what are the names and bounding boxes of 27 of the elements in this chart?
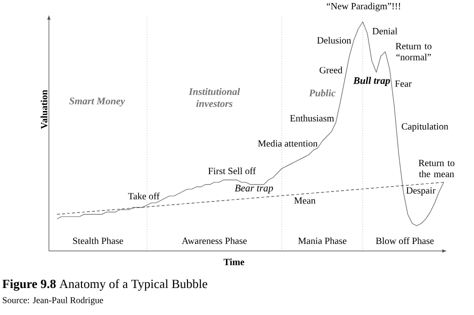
annotation: Media attention <box>258 140 318 147</box>
x-axis-title: Time <box>224 258 244 266</box>
annotation: Take off <box>128 192 160 200</box>
annotation: Bear trap <box>234 184 273 194</box>
text: “New Paradigm”!!! <box>326 2 400 12</box>
annotation: First Sell off <box>208 167 256 174</box>
annotation: Denial <box>372 28 398 34</box>
annotation: Return to “normal” <box>396 42 432 60</box>
annotation: Stealth Phase <box>73 237 124 244</box>
annotation: Awareness Phase <box>182 237 247 244</box>
annotation: Despair <box>406 187 436 196</box>
annotation: Mean <box>294 197 316 204</box>
annotation: Public <box>309 89 336 96</box>
annotation: Return to the mean <box>418 160 454 178</box>
annotation: Bull trap <box>353 76 390 86</box>
annotation: Institutional investors <box>188 88 240 107</box>
annotation: Greed <box>320 66 342 74</box>
annotation: Delusion <box>317 36 352 44</box>
annotation: Smart Money <box>69 98 125 106</box>
y-axis-title: Valuation <box>40 90 48 129</box>
annotation: Enthusiasm <box>290 114 334 122</box>
annotation: Blow off Phase <box>376 237 434 244</box>
annotation: Mania Phase <box>298 237 346 244</box>
annotation: Fear <box>395 80 412 87</box>
annotation: Capitulation <box>402 122 448 132</box>
source-note: Source: Jean-Paul Rodrigue <box>2 296 104 306</box>
text: Figure 9.8 Anatomy of a Typical Bubble <box>2 279 208 291</box>
